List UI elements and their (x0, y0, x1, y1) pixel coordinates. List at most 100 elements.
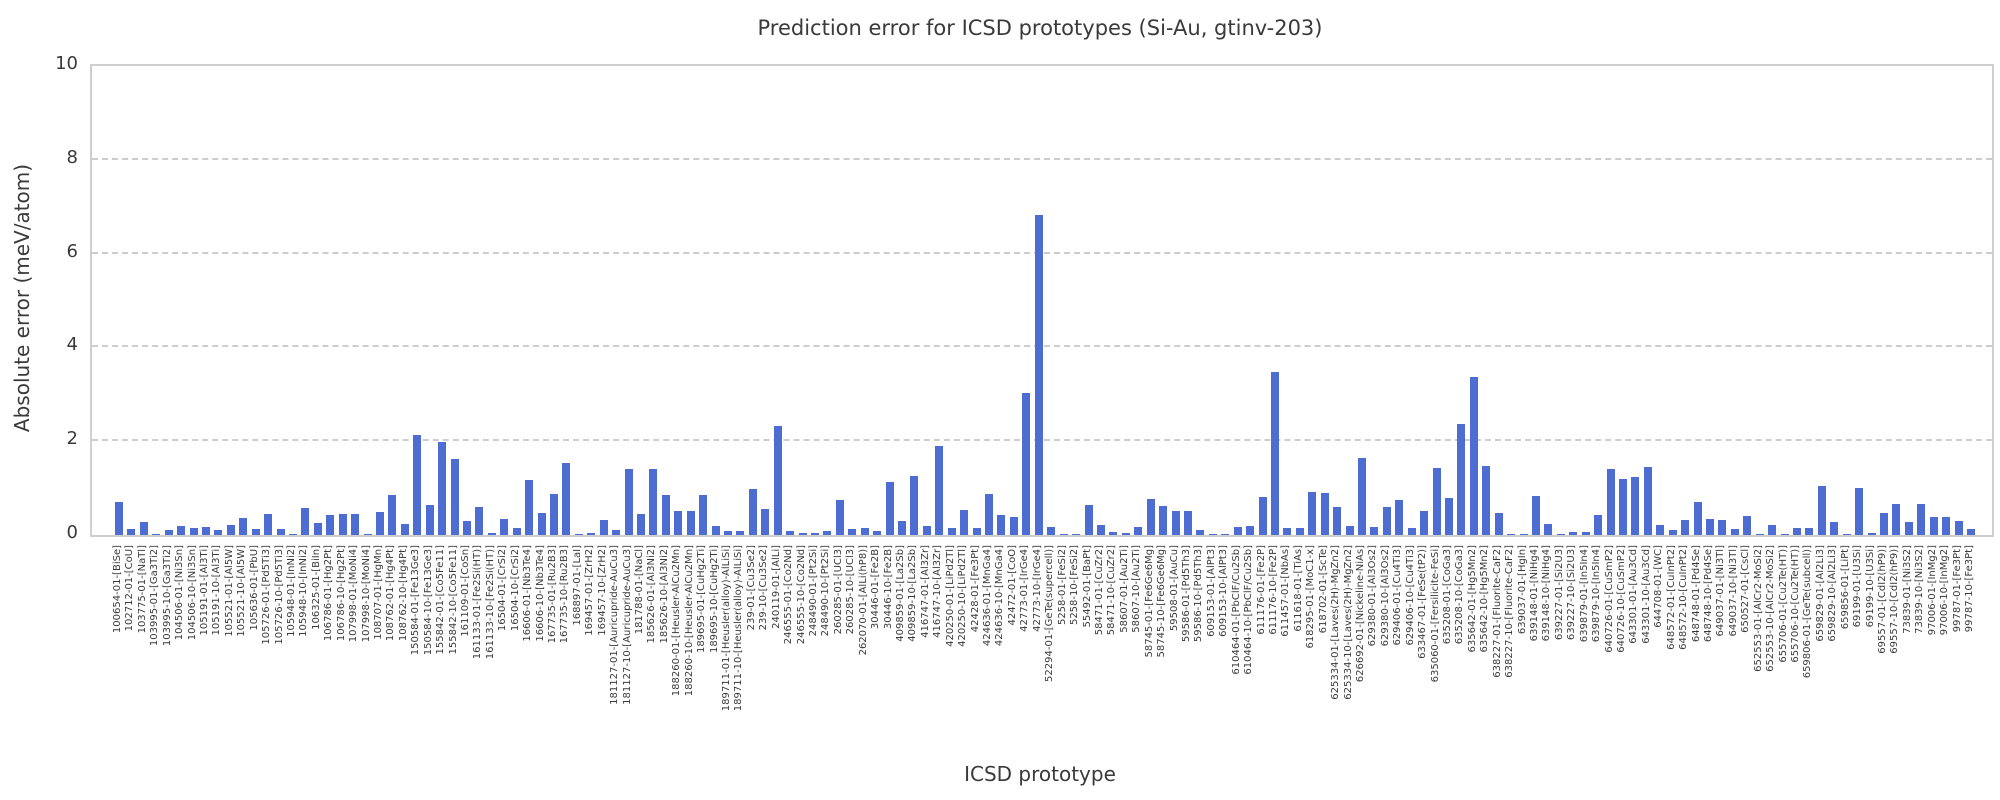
bar (1395, 499, 1404, 535)
bar (1892, 503, 1901, 535)
bar (1842, 533, 1851, 535)
bar (1283, 528, 1292, 535)
bar (1109, 532, 1118, 535)
bar (699, 494, 708, 535)
bar (1718, 519, 1727, 535)
bar (475, 506, 484, 535)
chart-title: Prediction error for ICSD prototypes (Si… (757, 16, 1323, 40)
bar (798, 533, 807, 535)
bar (1494, 513, 1503, 535)
bar (1531, 495, 1540, 535)
y-tick-label: 6 (66, 240, 78, 262)
bar (1407, 528, 1416, 535)
bar (1656, 524, 1665, 535)
bar (786, 531, 795, 535)
bar (363, 533, 372, 535)
bar (1444, 497, 1453, 535)
bar (686, 510, 695, 535)
bar (1295, 527, 1304, 535)
bar (1221, 534, 1230, 535)
bar (985, 493, 994, 535)
bar (537, 512, 546, 535)
bar (1146, 498, 1155, 535)
bar (1320, 492, 1329, 535)
bar (1370, 527, 1379, 535)
x-axis-title: ICSD prototype (964, 762, 1116, 786)
bar (1121, 533, 1130, 535)
bar (1519, 533, 1528, 535)
bar (587, 532, 596, 535)
bar (450, 458, 459, 535)
bar (761, 508, 770, 535)
bar (1904, 521, 1913, 535)
bar (1420, 511, 1429, 535)
y-tick-label: 2 (66, 428, 78, 450)
bar (1805, 528, 1814, 535)
bar (1159, 505, 1168, 535)
bar (376, 511, 385, 535)
bar (1308, 491, 1317, 535)
bar (997, 514, 1006, 535)
bar (1631, 477, 1640, 535)
bar (1258, 497, 1267, 535)
bar (624, 469, 633, 535)
bar (189, 527, 198, 535)
bar (1755, 533, 1764, 535)
bar (724, 531, 733, 535)
bar (301, 507, 310, 535)
bar (1792, 528, 1801, 535)
bar (400, 524, 409, 535)
bar (1507, 533, 1516, 535)
bar (1643, 466, 1652, 535)
bar (848, 529, 857, 535)
bar (525, 479, 534, 535)
bar (736, 531, 745, 535)
y-tick-label: 4 (66, 334, 78, 356)
bar (1171, 510, 1180, 535)
bar (612, 530, 621, 535)
bar (1581, 532, 1590, 535)
y-tick-label: 8 (66, 146, 78, 168)
bar (276, 529, 285, 535)
bar (1357, 458, 1366, 535)
bar (1693, 501, 1702, 535)
bar (1208, 534, 1217, 535)
bar (1942, 517, 1951, 535)
bar (1743, 515, 1752, 535)
bar (649, 468, 658, 535)
bar (338, 514, 347, 535)
bar (748, 488, 757, 535)
bar (326, 515, 335, 535)
bar (1270, 372, 1279, 535)
bar (823, 531, 832, 535)
bar (1681, 520, 1690, 535)
bar (463, 520, 472, 535)
bar (1668, 530, 1677, 535)
bar (487, 532, 496, 535)
bar (574, 533, 583, 535)
bar (1096, 525, 1105, 535)
bar (1830, 522, 1839, 535)
bar (1879, 512, 1888, 535)
y-axis-title: Absolute error (meV/atom) (10, 163, 34, 433)
bar (1569, 531, 1578, 535)
bar (550, 493, 559, 535)
bar (425, 505, 434, 535)
bar (935, 445, 944, 535)
bar (152, 534, 161, 535)
bar (910, 475, 919, 535)
bar (860, 527, 869, 535)
bar (1817, 485, 1826, 535)
y-tick-label: 0 (66, 522, 78, 543)
bar (1022, 393, 1031, 535)
bar (289, 533, 297, 535)
bar (1967, 529, 1975, 535)
bar (1768, 525, 1777, 535)
bar (1183, 510, 1192, 535)
bar (1084, 504, 1093, 535)
bar (873, 531, 882, 535)
bar (947, 527, 956, 535)
bar (960, 510, 969, 535)
bar (1556, 534, 1565, 535)
bar (127, 529, 136, 535)
